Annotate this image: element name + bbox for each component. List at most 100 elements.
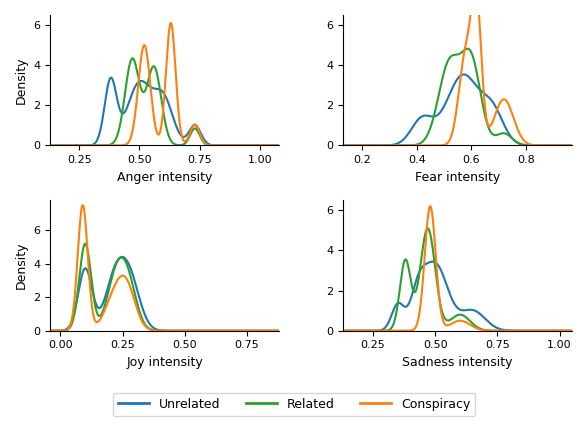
Conspiracy	[168, 21, 175, 26]
Related	[139, 89, 146, 95]
Related	[522, 143, 529, 148]
Conspiracy	[229, 143, 236, 148]
Unrelated	[225, 143, 232, 148]
Line: Related: Related	[51, 243, 279, 331]
Related	[363, 143, 370, 148]
Conspiracy	[204, 328, 211, 333]
Unrelated	[340, 328, 347, 333]
Conspiracy	[518, 328, 525, 333]
Related	[148, 67, 155, 72]
Related	[229, 328, 236, 333]
Unrelated	[276, 143, 283, 148]
Line: Related: Related	[51, 58, 279, 146]
Related	[129, 56, 136, 61]
Unrelated	[47, 328, 54, 333]
Conspiracy	[225, 143, 232, 148]
Unrelated	[429, 259, 436, 264]
Conspiracy	[432, 143, 439, 148]
Line: Unrelated: Unrelated	[343, 74, 572, 146]
Related	[47, 143, 54, 148]
Related	[204, 143, 211, 148]
Conspiracy	[569, 328, 576, 333]
Line: Conspiracy: Conspiracy	[343, 0, 572, 146]
Y-axis label: Density: Density	[15, 242, 28, 289]
Unrelated	[204, 328, 211, 333]
Conspiracy	[70, 143, 77, 148]
Unrelated	[108, 75, 115, 80]
Unrelated	[229, 328, 236, 333]
Conspiracy	[276, 143, 283, 148]
Related	[148, 327, 155, 332]
Conspiracy	[148, 90, 155, 95]
Conspiracy	[363, 143, 370, 148]
Related	[70, 143, 77, 148]
Related	[497, 328, 504, 333]
Related	[432, 106, 439, 111]
Related	[363, 328, 370, 333]
Line: Conspiracy: Conspiracy	[51, 205, 279, 331]
Unrelated	[47, 143, 54, 148]
Unrelated	[432, 114, 439, 119]
Unrelated	[363, 328, 370, 333]
Conspiracy	[139, 321, 146, 326]
X-axis label: Joy intensity: Joy intensity	[126, 356, 203, 369]
X-axis label: Fear intensity: Fear intensity	[415, 171, 500, 184]
Conspiracy	[522, 328, 529, 333]
Conspiracy	[569, 143, 576, 148]
Related	[276, 143, 283, 148]
Conspiracy	[497, 328, 504, 333]
Unrelated	[119, 254, 126, 260]
Related	[82, 241, 89, 246]
Conspiracy	[340, 143, 347, 148]
Related	[225, 328, 232, 333]
Conspiracy	[440, 321, 447, 326]
Related	[424, 226, 431, 231]
Related	[518, 142, 525, 147]
Conspiracy	[148, 327, 155, 333]
Conspiracy	[497, 100, 504, 105]
Unrelated	[440, 104, 447, 109]
Unrelated	[363, 143, 370, 148]
Related	[432, 271, 439, 276]
Unrelated	[139, 79, 146, 84]
Unrelated	[460, 72, 467, 77]
X-axis label: Sadness intensity: Sadness intensity	[402, 356, 513, 369]
Related	[464, 46, 471, 51]
Conspiracy	[440, 142, 447, 147]
Unrelated	[204, 141, 211, 146]
Unrelated	[518, 142, 525, 147]
Related	[340, 143, 347, 148]
Unrelated	[340, 143, 347, 148]
Related	[139, 319, 146, 324]
Conspiracy	[47, 328, 54, 333]
Y-axis label: Density: Density	[15, 57, 28, 104]
Unrelated	[148, 323, 155, 328]
Conspiracy	[139, 45, 146, 50]
Related	[522, 328, 529, 333]
Unrelated	[497, 327, 504, 332]
Unrelated	[229, 143, 236, 148]
Line: Conspiracy: Conspiracy	[51, 23, 279, 146]
Related	[569, 328, 576, 333]
Unrelated	[148, 85, 155, 90]
Conspiracy	[518, 135, 525, 140]
X-axis label: Anger intensity: Anger intensity	[117, 171, 212, 184]
Related	[518, 328, 525, 333]
Line: Unrelated: Unrelated	[51, 257, 279, 331]
Related	[47, 328, 54, 333]
Conspiracy	[47, 143, 54, 148]
Conspiracy	[432, 256, 439, 261]
Unrelated	[569, 143, 576, 148]
Unrelated	[497, 114, 504, 119]
Related	[70, 314, 77, 319]
Unrelated	[522, 328, 529, 333]
Conspiracy	[427, 204, 434, 209]
Unrelated	[70, 312, 77, 317]
Line: Related: Related	[343, 49, 572, 146]
Conspiracy	[79, 203, 86, 208]
Line: Unrelated: Unrelated	[51, 78, 279, 146]
Conspiracy	[522, 140, 529, 145]
Related	[225, 143, 232, 148]
Unrelated	[276, 328, 283, 333]
Unrelated	[440, 276, 447, 281]
